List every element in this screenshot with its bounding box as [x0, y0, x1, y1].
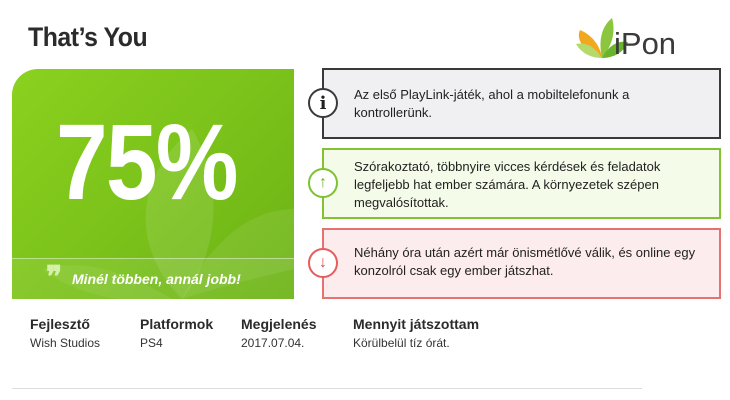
pros-card: ↑ Szórakoztató, többnyire vicces kérdése…: [308, 148, 721, 219]
page-title: That’s You: [28, 22, 148, 52]
divider: [12, 388, 642, 389]
played-value: Körülbelül tíz órát.: [353, 336, 450, 350]
quote-bar: ❞ Minél többen, annál jobb!: [12, 258, 294, 299]
cons-text-line: konzolról csak egy ember játszhat.: [354, 263, 554, 278]
platforms-label: Platformok: [140, 316, 214, 332]
cons-card: ↓ Néhány óra után azért már önismétlővé …: [308, 228, 721, 299]
release-label: Megjelenés: [241, 316, 317, 332]
leaf-background: [42, 129, 294, 299]
pros-text: Szórakoztató, többnyire vicces kérdések …: [354, 158, 660, 212]
arrow-down-icon: ↓: [308, 248, 338, 278]
info-text: Az első PlayLink-játék, ahol a mobiltele…: [354, 86, 629, 122]
leaf-logo-icon: [576, 18, 628, 58]
score-value: 75%: [56, 101, 238, 222]
ipon-logo[interactable]: iPon: [572, 12, 712, 64]
logo-text: iPon: [614, 26, 677, 61]
meta-release: Megjelenés 2017.07.04.: [241, 316, 316, 350]
release-value: 2017.07.04.: [241, 336, 305, 350]
score-panel: 75% ❞ Minél többen, annál jobb!: [12, 69, 294, 299]
info-card: i Az első PlayLink-játék, ahol a mobilte…: [308, 68, 721, 139]
pros-text-line: Szórakoztató, többnyire vicces kérdések …: [354, 159, 661, 174]
cons-text: Néhány óra után azért már önismétlővé vá…: [354, 244, 695, 280]
pros-text-line: legfeljebb hat ember számára. A környeze…: [354, 177, 659, 192]
meta-developer: Fejlesztő Wish Studios: [30, 316, 100, 350]
arrow-up-icon: ↑: [308, 168, 338, 198]
pros-text-line: megvalósítottak.: [354, 195, 449, 210]
played-label: Mennyit játszottam: [353, 316, 480, 332]
meta-played: Mennyit játszottam Körülbelül tíz órát.: [353, 316, 479, 350]
platforms-value: PS4: [140, 336, 163, 350]
meta-platforms: Platformok PS4: [140, 316, 213, 350]
quote-icon: ❞: [46, 260, 63, 295]
developer-label: Fejlesztő: [30, 316, 90, 332]
cons-text-line: Néhány óra után azért már önismétlővé vá…: [354, 245, 696, 260]
verdict-quote: Minél többen, annál jobb!: [72, 271, 241, 287]
info-icon: i: [308, 88, 338, 118]
developer-value: Wish Studios: [30, 336, 101, 350]
info-text-line: kontrollerünk.: [354, 105, 433, 120]
info-text-line: Az első PlayLink-játék, ahol a mobiltele…: [354, 87, 630, 102]
